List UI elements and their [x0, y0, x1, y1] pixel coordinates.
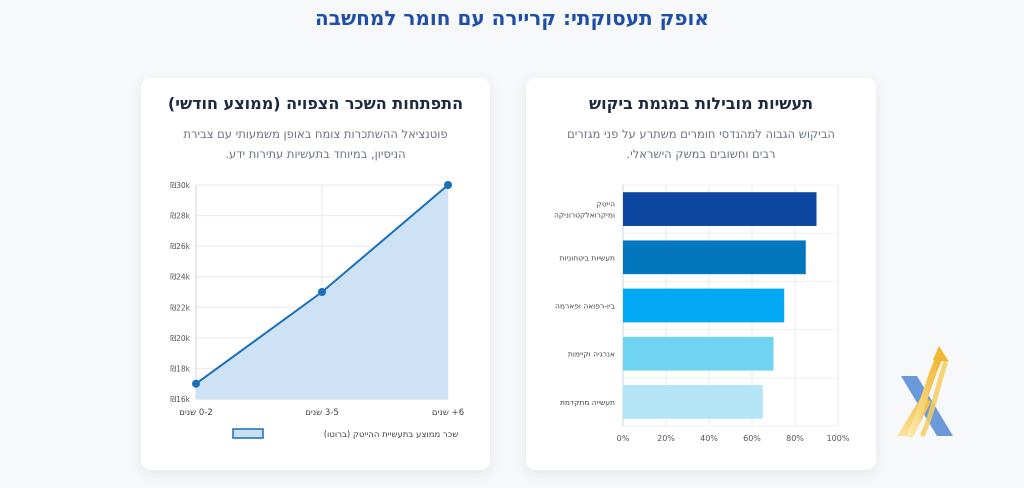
x-tick-label: 0%	[617, 434, 630, 443]
y-tick-label: ₪18k	[170, 364, 190, 373]
x-tick-label: 6+ שנים	[432, 408, 464, 418]
x-logo-icon	[897, 346, 953, 438]
x-tick-label: 80%	[786, 434, 804, 443]
industries-card-subtitle: הביקוש הגבוה למהנדסי חומרים משתרע על פני…	[567, 127, 835, 161]
industries-card: תעשיות מובילות במגמת ביקוש הביקוש הגבוה …	[526, 78, 876, 470]
y-tick-label: ₪30k	[170, 181, 190, 190]
bar	[623, 336, 774, 371]
y-category-label: אנרגיה וקיימות	[568, 350, 615, 359]
y-category-label: תעשייה מתקדמת	[560, 398, 615, 407]
x-tick-label: 60%	[743, 434, 761, 443]
bar	[623, 240, 806, 275]
y-category-label: ביו-רפואה ופארמה	[555, 302, 616, 311]
industries-chart: 0% 20% 40% 60% 80% 100% הייטק ומיקרואלקטרוניקה ת…	[554, 184, 850, 443]
x-tick-label: 40%	[700, 434, 718, 443]
salary-chart: ₪16k ₪18k ₪20k ₪22k ₪24k ₪26k ₪28k ₪30k 0-2 שנים…	[170, 181, 464, 440]
y-tick-label: ₪26k	[170, 242, 190, 251]
salary-card-title: התפתחות השכר הצפויה (ממוצע חודשי)	[167, 94, 464, 113]
y-tick-label: ₪16k	[170, 395, 190, 404]
x-tick-label: 0-2 שנים	[179, 408, 213, 418]
bar	[623, 288, 785, 323]
data-point	[318, 288, 326, 296]
y-category-label: תעשיות ביטחוניות	[560, 253, 616, 262]
salary-card-subtitle: פוטנציאל ההשתכרות צומח באופן משמעותי עם …	[183, 127, 448, 161]
data-point	[192, 379, 200, 388]
page-title: אופק תעסוקתי: קריירה עם חומר למחשבה	[315, 6, 709, 30]
y-tick-label: ₪22k	[170, 303, 190, 312]
bar	[623, 385, 763, 419]
legend-label: שכר ממוצע בתעשיית ההייטק (ברוטו)	[324, 430, 459, 440]
y-tick-label: ₪20k	[170, 334, 190, 343]
y-tick-label: ₪28k	[170, 212, 190, 221]
industries-card-title: תעשיות מובילות במגמת ביקוש	[588, 94, 814, 113]
y-tick-label: ₪24k	[170, 273, 190, 282]
y-category-label: ומיקרואלקטרוניקה	[554, 211, 615, 220]
salary-card: התפתחות השכר הצפויה (ממוצע חודשי) פוטנצי…	[141, 78, 490, 470]
data-point	[444, 181, 452, 189]
x-tick-label: 100%	[827, 434, 850, 443]
x-tick-label: 3-5 שנים	[305, 408, 339, 418]
legend-swatch	[232, 428, 264, 439]
x-tick-label: 20%	[657, 434, 675, 443]
bar	[623, 192, 817, 226]
y-category-label: הייטק	[597, 200, 616, 209]
